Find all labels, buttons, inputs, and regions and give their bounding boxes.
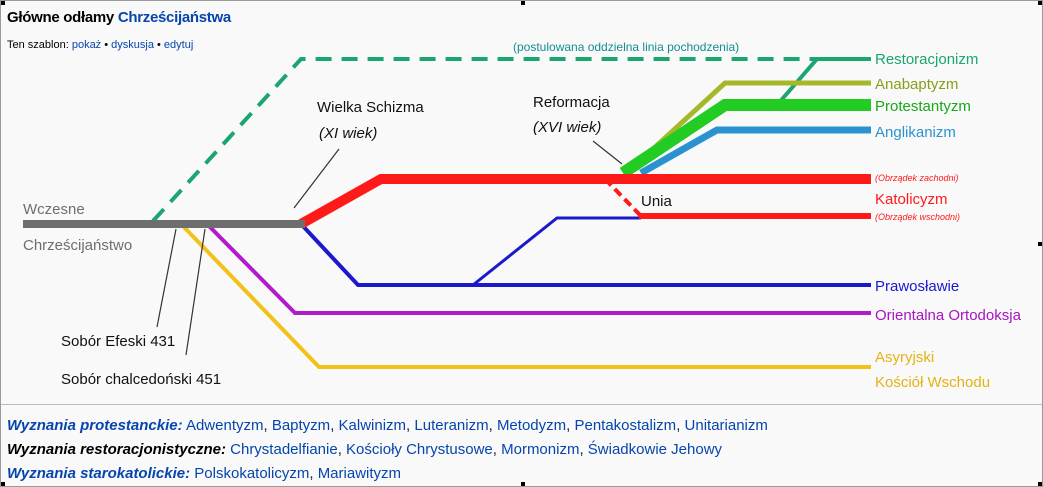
denomination-link[interactable]: Pentakostalizm (574, 417, 677, 434)
page-title: Główne odłamy Chrześcijaństwa (7, 9, 231, 26)
oldcatholic-list: Polskokatolicyzm, Mariawityzm (194, 465, 402, 482)
resize-handle (1, 1, 5, 5)
denomination-link[interactable]: Świadkowie Jehowy (587, 441, 723, 458)
schism-label: Wielka Schizma (317, 99, 424, 116)
restoration-line (775, 57, 871, 107)
bullet: • (153, 39, 164, 51)
title-link[interactable]: Chrześcijaństwa (117, 9, 231, 26)
assyrian-label-1[interactable]: Asyryjski (875, 349, 934, 366)
western-rite-label: (Obrządek zachodni) (875, 173, 959, 183)
catholicism-label[interactable]: Katolicyzm (875, 191, 948, 208)
denomination-link[interactable]: Kalwinizm (338, 417, 407, 434)
orthodoxy-union-line (472, 216, 641, 287)
schism-date: (XI wiek) (319, 125, 377, 142)
anabaptism-label[interactable]: Anabaptyzm (875, 76, 958, 93)
footer-restoration: Wyznania restoracjonistyczne: Chrystadel… (7, 441, 722, 458)
chalcedon-pointer (185, 228, 206, 356)
oriental-label[interactable]: Orientalna Ortodoksja (875, 307, 1022, 324)
assyrian-label-2[interactable]: Kościół Wschodu (875, 374, 990, 391)
template-prefix: Ten szablon: (7, 39, 72, 51)
restoration-heading: Wyznania restoracjonistyczne: (7, 441, 226, 458)
denomination-link[interactable]: Metodyzm (496, 417, 567, 434)
union-label: Unia (641, 193, 673, 210)
orthodoxy-line (299, 222, 871, 287)
postulated-note: (postulowana oddzielna linia pochodzenia… (513, 40, 739, 54)
restoration-dashed-line (151, 57, 867, 223)
title-text: Główne odłamy (7, 9, 118, 26)
resize-handle (1038, 242, 1042, 246)
show-link[interactable]: pokaż (71, 39, 102, 51)
orthodoxy-label[interactable]: Prawosławie (875, 278, 959, 295)
reformation-pointer (592, 140, 623, 165)
footer-oldcatholic: Wyznania starokatolickie: Polskokatolicy… (7, 465, 401, 482)
resize-handle (521, 482, 525, 486)
denomination-link[interactable]: Baptyzm (271, 417, 331, 434)
denomination-link[interactable]: Mariawityzm (317, 465, 402, 482)
ephesus-pointer (156, 228, 177, 328)
resize-handle (521, 1, 525, 5)
branches-diagram: (postulowana oddzielna linia pochodzenia… (23, 40, 1022, 391)
denomination-link[interactable]: Polskokatolicyzm (194, 465, 310, 482)
denomination-link[interactable]: Luteranizm (414, 417, 489, 434)
reformation-label: Reformacja (533, 94, 610, 111)
footer-protestant: Wyznania protestanckie: Adwentyzm, Bapty… (7, 417, 768, 434)
catholicism-line (298, 174, 871, 229)
oriental-line (205, 222, 871, 315)
template-links: Ten szablon: pokaż • dyskusja • edytuj (7, 39, 193, 51)
oldcatholic-heading[interactable]: Wyznania starokatolickie: (7, 465, 191, 482)
edit-link[interactable]: edytuj (163, 39, 194, 51)
ephesus-label: Sobór Efeski 431 (61, 333, 175, 350)
discussion-link[interactable]: dyskusja (111, 39, 154, 51)
resize-handle (1, 482, 5, 486)
denomination-link[interactable]: Unitarianizm (684, 417, 768, 434)
denomination-link[interactable]: Kościoły Chrystusowe (346, 441, 493, 458)
eastern-rite-label: (Obrządek wschodni) (875, 212, 960, 222)
schism-pointer (293, 148, 340, 209)
protestantism-line (619, 99, 871, 178)
denomination-link[interactable]: Chrystadelfianie (230, 441, 338, 458)
restoration-label[interactable]: Restoracjonizm (875, 51, 978, 68)
resize-handle (1038, 482, 1042, 486)
resize-handle (1038, 1, 1042, 5)
reformation-date: (XVI wiek) (533, 119, 601, 136)
protestant-list: Adwentyzm, Baptyzm, Kalwinizm, Luteraniz… (185, 417, 768, 434)
restoration-list: Chrystadelfianie, Kościoły Chrystusowe, … (230, 441, 723, 458)
anglicanism-label[interactable]: Anglikanizm (875, 124, 956, 141)
assyrian-line (179, 222, 871, 369)
union-dashed-line (603, 177, 643, 218)
chalcedon-label: Sobór chalcedoński 451 (61, 371, 221, 388)
anglicanism-line (639, 126, 871, 177)
bullet: • (101, 39, 112, 51)
separator (1, 404, 1042, 405)
denomination-link[interactable]: Adwentyzm (185, 417, 264, 434)
early-label-2: Chrześcijaństwo (23, 237, 132, 254)
protestant-heading[interactable]: Wyznania protestanckie: (7, 417, 183, 434)
early-label-1: Wczesne (23, 201, 85, 218)
denomination-link[interactable]: Mormonizm (501, 441, 580, 458)
protestantism-label[interactable]: Protestantyzm (875, 98, 971, 115)
